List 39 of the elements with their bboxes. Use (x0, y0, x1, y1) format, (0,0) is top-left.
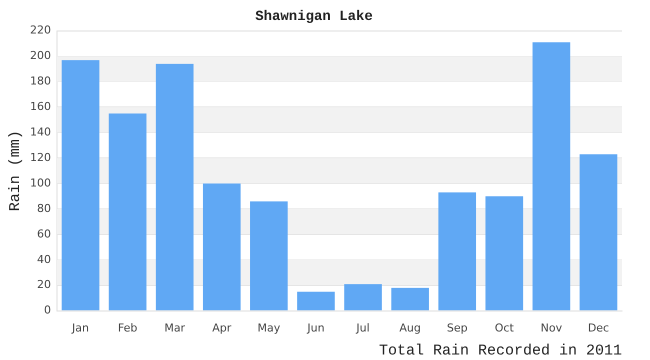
y-tick-label: 200 (30, 49, 51, 62)
y-axis-title: Rain (mm) (6, 130, 24, 212)
text: Total Rain Recorded in 2011 (378, 342, 622, 360)
y-tick-label: 20 (36, 278, 51, 292)
x-tick-label: Oct (494, 321, 514, 334)
y-tick-label: 40 (36, 252, 51, 266)
x-tick-label: Nov (540, 321, 563, 334)
x-tick-label: Apr (212, 321, 232, 334)
x-tick-label: Jun (306, 321, 325, 334)
x-tick-label: Jan (71, 321, 90, 334)
x-tick-label: Sep (446, 321, 468, 334)
bar (344, 284, 382, 310)
y-tick-label: 80 (36, 202, 51, 215)
bar (62, 60, 100, 310)
bar (438, 192, 476, 310)
y-tick-label: 140 (30, 125, 51, 138)
bar (202, 184, 241, 310)
x-tick-label: Jul (355, 321, 370, 334)
bar (156, 64, 194, 310)
x-tick-label: Dec (588, 321, 610, 334)
y-tick-label: 160 (30, 100, 51, 114)
y-tick-label: 0 (44, 304, 51, 317)
x-tick-label: Mar (164, 321, 186, 334)
x-tick-label: Aug (399, 321, 421, 334)
x-tick-label: Feb (118, 321, 138, 334)
bar (580, 154, 618, 310)
x-tick-label: May (257, 321, 281, 334)
bar (532, 42, 570, 310)
bar (485, 196, 524, 310)
bar (297, 292, 335, 310)
y-tick-label: 120 (30, 150, 51, 164)
chart-title: Shawnigan Lake (255, 8, 373, 25)
y-tick-label: 220 (30, 24, 51, 37)
y-tick-label: 100 (30, 176, 51, 190)
y-tick-label: 60 (36, 227, 51, 240)
bar (391, 288, 429, 310)
bar (108, 114, 146, 310)
bar (250, 201, 288, 310)
y-tick-label: 180 (30, 74, 51, 88)
